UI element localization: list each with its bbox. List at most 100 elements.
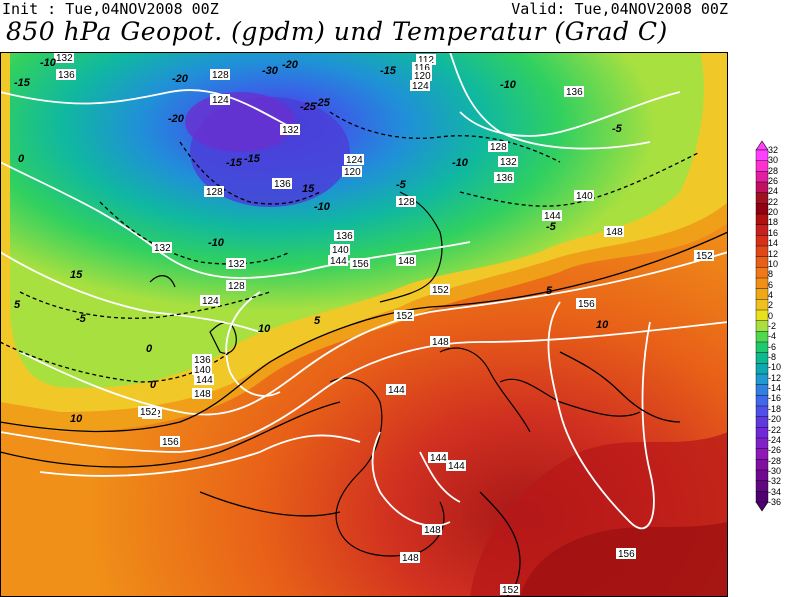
svg-text:120: 120 — [414, 71, 431, 82]
temp-label: 0 — [150, 379, 157, 391]
colorbar-top-arrow — [755, 140, 769, 151]
geo-label: 124 — [200, 295, 220, 307]
geo-label: 152 — [500, 584, 520, 596]
temp-label: -5 — [76, 313, 87, 325]
geo-label: 136 — [56, 69, 76, 81]
temp-label: -10 — [500, 79, 517, 91]
svg-text:156: 156 — [352, 259, 369, 270]
temp-label: -30 — [262, 65, 279, 77]
colorbar-swatch — [755, 149, 769, 162]
geo-label: 148 — [430, 336, 450, 348]
colorbar-label: 26 — [768, 176, 779, 187]
colorbar-label: -14 — [768, 383, 782, 394]
geo-label: 156 — [616, 548, 636, 560]
svg-text:128: 128 — [490, 142, 507, 153]
colorbar-swatch — [755, 224, 769, 236]
colorbar-svg — [755, 140, 769, 512]
svg-text:156: 156 — [162, 437, 179, 448]
colorbar-label: 18 — [768, 217, 779, 228]
svg-text:128: 128 — [212, 70, 229, 81]
colorbar-swatch — [755, 171, 769, 183]
geo-label: 140 — [330, 244, 350, 256]
svg-text:144: 144 — [430, 453, 447, 464]
geo-label: 132 — [152, 242, 172, 254]
temperature-labels: -10 -15 -20 -25 -30 -20 -15 -10 -5 0 5 1… — [14, 57, 623, 425]
colorbar-label: 32 — [768, 145, 779, 155]
colorbar-swatch — [755, 192, 769, 204]
temp-label: -25 — [314, 97, 331, 109]
geo-label: 144 — [386, 384, 406, 396]
hot-core — [520, 522, 728, 597]
svg-text:136: 136 — [336, 231, 353, 242]
temp-label: 15 — [302, 183, 315, 195]
colorbar-swatch — [755, 448, 769, 460]
colorbar-label: -6 — [768, 341, 777, 352]
geo-label: 112 — [416, 54, 436, 66]
colorbar-label: -18 — [768, 403, 782, 414]
geo-label: 128 — [226, 280, 246, 292]
svg-text:136: 136 — [566, 87, 583, 98]
temp-label: -25 — [300, 101, 317, 113]
temp-label: -10 — [452, 157, 469, 169]
geo-label: 144 — [194, 374, 214, 386]
geo-label: 144 — [446, 460, 466, 472]
temp-label: -20 — [172, 73, 189, 85]
weather-map: 132 136 124 128 112 116 120 124 136 132 … — [0, 52, 728, 597]
svg-text:120: 120 — [344, 167, 361, 178]
colorbar-swatch — [755, 277, 769, 290]
temp-label: 10 — [258, 323, 271, 335]
geo-label: 116 — [412, 62, 432, 74]
colorbar-swatch — [755, 437, 769, 450]
map-canvas: 132 136 124 128 112 116 120 124 136 132 … — [0, 52, 728, 597]
temp-label: -5 — [612, 123, 623, 135]
colorbar-swatch — [755, 427, 769, 439]
geo-label: 128 — [204, 186, 224, 198]
geo-label: 156 — [576, 298, 596, 310]
colorbar-label: 10 — [768, 258, 779, 269]
colorbar-swatch — [755, 491, 769, 503]
svg-text:144: 144 — [448, 461, 465, 472]
colorbar-swatch — [755, 416, 769, 428]
svg-text:152: 152 — [140, 407, 157, 418]
svg-text:124: 124 — [202, 296, 219, 307]
colorbar-label: 4 — [768, 289, 774, 300]
temp-label: 5 — [314, 315, 321, 327]
svg-text:148: 148 — [424, 525, 441, 536]
colorbar-label: -34 — [768, 486, 782, 497]
colorbar-label: -4 — [768, 331, 777, 342]
geo-label: 124 — [210, 94, 230, 106]
geo-label: 152 — [694, 250, 714, 262]
svg-text:112: 112 — [418, 55, 434, 66]
svg-text:136: 136 — [496, 173, 513, 184]
geo-label: 136 — [272, 178, 292, 190]
geo-label: 132 — [226, 258, 246, 270]
colorbar-swatch — [755, 245, 769, 258]
temp-label: -20 — [282, 59, 299, 71]
colorbar-label: -28 — [768, 455, 782, 466]
colorbar-swatch — [755, 341, 769, 354]
colorbar-swatch — [755, 480, 769, 492]
colorbar-label: 16 — [768, 227, 779, 238]
colorbar-label: -26 — [768, 445, 782, 456]
geo-label: 148 — [396, 255, 416, 267]
colorbar-swatch — [755, 331, 769, 343]
geo-label: 144 — [542, 210, 562, 222]
svg-text:144: 144 — [330, 256, 347, 267]
colorbar-label: -16 — [768, 393, 782, 404]
geo-label: 124 — [344, 154, 364, 166]
colorbar-swatch — [755, 405, 769, 418]
svg-text:128: 128 — [228, 281, 245, 292]
colorbar-label: 30 — [768, 155, 779, 166]
svg-text:148: 148 — [606, 227, 623, 238]
svg-text:152: 152 — [696, 251, 713, 262]
svg-text:116: 116 — [414, 63, 430, 74]
colorbar-label: 14 — [768, 238, 779, 249]
svg-text:136: 136 — [194, 355, 211, 366]
colorbar-swatch — [755, 363, 769, 375]
geo-label: 124 — [410, 80, 430, 92]
temp-label: -20 — [168, 113, 185, 125]
geo-label: 140 — [192, 364, 212, 376]
colorbar-swatch — [755, 320, 769, 332]
geo-label: 148 — [400, 552, 420, 564]
svg-text:144: 144 — [388, 385, 405, 396]
